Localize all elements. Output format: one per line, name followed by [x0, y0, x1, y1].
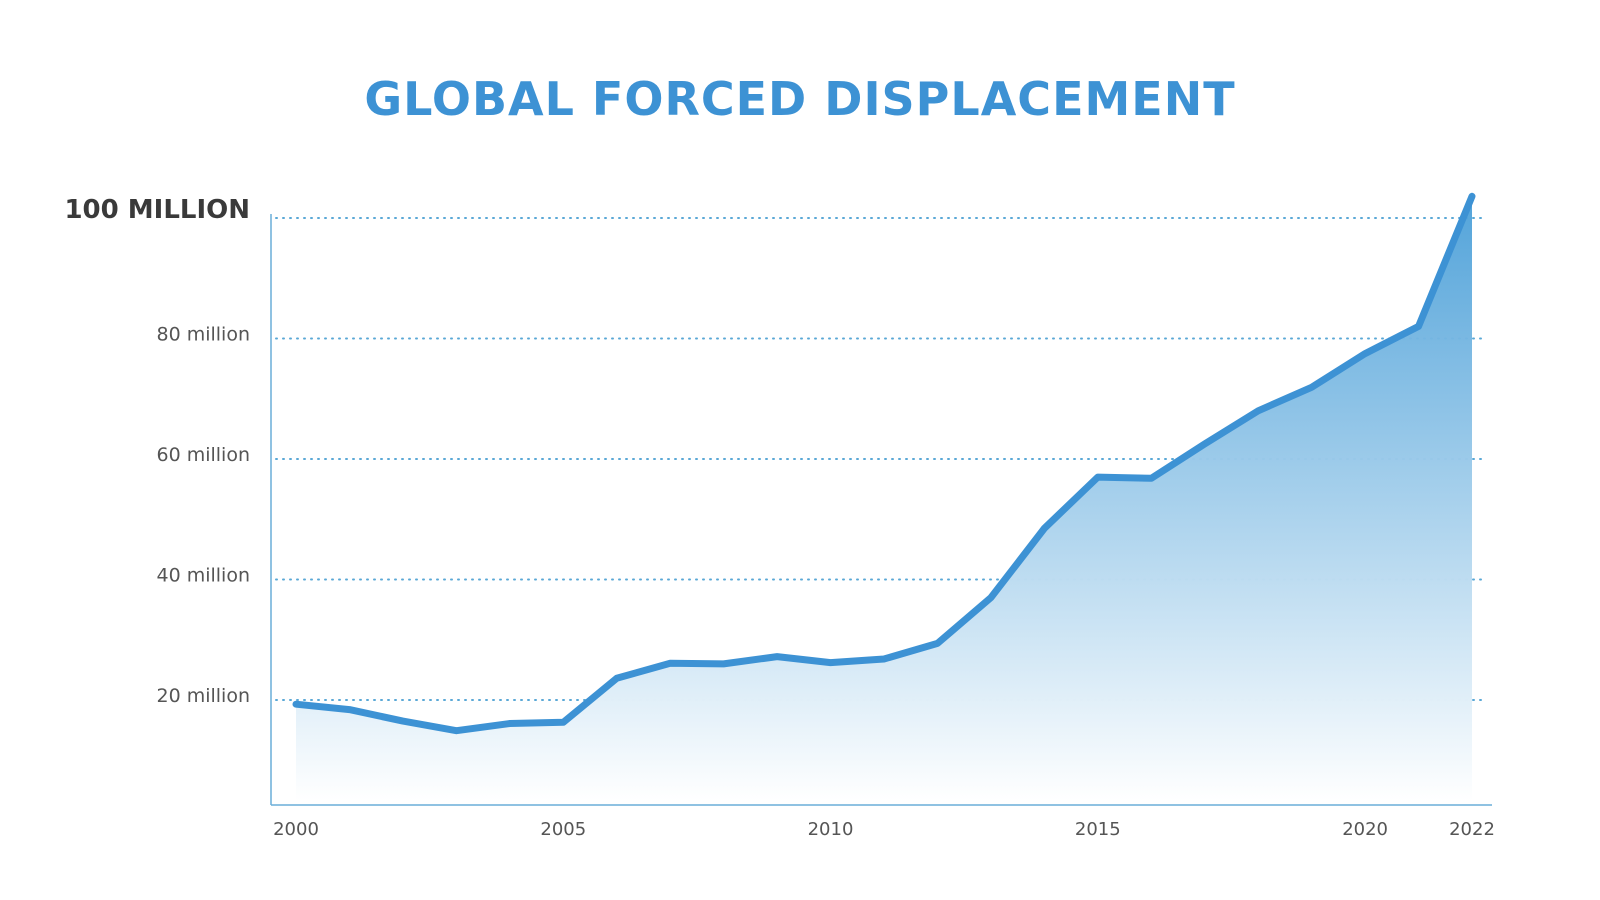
- data-point-2020: [1364, 353, 1366, 355]
- chart-title: GLOBAL FORCED DISPLACEMENT: [364, 72, 1236, 126]
- x-axis-ticks: 2000 2005 2010 2015 2020 2022: [273, 819, 1495, 840]
- area-fill-layer: [292, 192, 1476, 802]
- data-point-2018: [1257, 410, 1259, 412]
- y-tick-label: 40 million: [156, 565, 250, 587]
- data-point-2006: [616, 677, 618, 679]
- y-tick-label: 100 MILLION: [64, 195, 250, 225]
- y-axis-ticks: 20 million 40 million 60 million 80 million…: [64, 195, 250, 707]
- data-point-2009: [776, 656, 778, 658]
- data-point-2019: [1311, 386, 1313, 388]
- data-point-2007: [669, 662, 671, 664]
- axes: [270, 214, 1492, 806]
- data-point-2001: [349, 709, 350, 711]
- y-tick-label: 20 million: [156, 685, 250, 707]
- data-point-2010: [830, 662, 831, 664]
- x-tick-label: 2022: [1449, 819, 1495, 840]
- y-tick-label: 60 million: [156, 444, 250, 466]
- data-point-2011: [883, 658, 885, 660]
- data-point-2012: [937, 642, 938, 644]
- data-point-2013: [990, 597, 992, 599]
- data-point-2005: [562, 721, 564, 723]
- y-tick-label: 80 million: [156, 324, 250, 346]
- data-point-2000: [295, 703, 297, 705]
- x-tick-label: 2015: [1075, 819, 1121, 840]
- data-point-2002: [402, 720, 404, 722]
- x-tick-label: 2005: [540, 819, 586, 840]
- x-tick-label: 2010: [808, 819, 854, 840]
- data-point-2017: [1204, 443, 1206, 445]
- data-point-2022: [1471, 195, 1473, 197]
- x-tick-label: 2000: [273, 819, 319, 840]
- data-point-2008: [723, 663, 725, 665]
- data-point-2015: [1097, 476, 1099, 478]
- data-point-2004: [509, 723, 511, 724]
- data-point-2016: [1150, 477, 1152, 479]
- data-point-2021: [1418, 325, 1419, 327]
- data-point-2003: [455, 730, 457, 732]
- area-fill: [296, 196, 1472, 802]
- x-tick-label: 2020: [1342, 819, 1388, 840]
- data-point-2014: [1043, 527, 1045, 529]
